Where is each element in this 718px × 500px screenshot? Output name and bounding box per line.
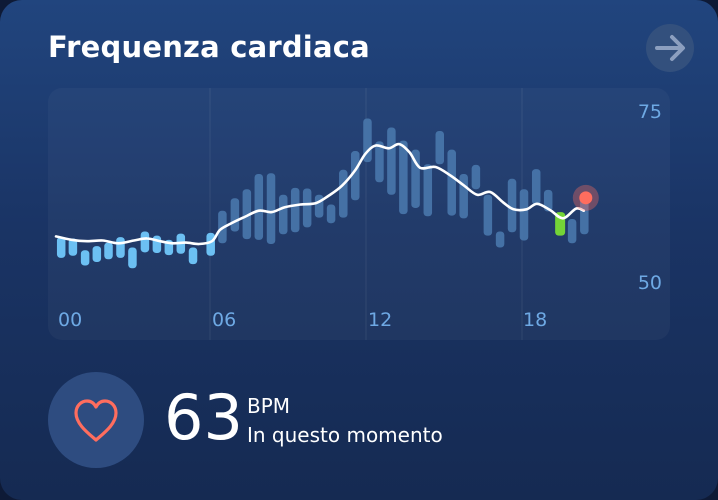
chart-bar (140, 231, 150, 253)
chart-bar (531, 169, 541, 205)
chart-bar (128, 247, 137, 269)
x-tick-label: 12 (368, 309, 392, 331)
card-title: Frequenza cardiaca (48, 30, 370, 64)
chart-bar (423, 164, 433, 217)
chart-bar (278, 194, 288, 235)
chart-bar (116, 237, 125, 258)
chart-bar (363, 118, 372, 163)
bpm-value: 63 (164, 381, 243, 454)
chart-bar (80, 250, 90, 266)
chart-bar (351, 151, 360, 201)
chart-bar (68, 238, 78, 256)
chart-bar (459, 173, 468, 219)
chart-bar (399, 140, 408, 215)
chart-bar (519, 189, 529, 241)
chart-bar (567, 219, 577, 244)
open-details-button[interactable] (646, 24, 694, 72)
heart-rate-chart: 00 06 12 18 75 50 (48, 88, 670, 340)
heart-icon (74, 399, 118, 442)
chart-bar (447, 149, 456, 216)
chart-bar (230, 198, 240, 232)
chart-bar (580, 196, 589, 235)
chart-bar (471, 164, 481, 190)
chart-bar (375, 141, 384, 183)
x-tick-label: 06 (212, 309, 236, 331)
chart-bar (188, 247, 198, 265)
chart-bar (104, 242, 113, 260)
chart-bar (290, 187, 300, 233)
bpm-caption: In questo momento (247, 423, 443, 447)
heart-button[interactable] (48, 372, 144, 468)
chart-bar (254, 173, 264, 240)
chart-bar (92, 246, 102, 263)
trend-line (54, 142, 586, 246)
current-point (579, 191, 593, 205)
y-tick-label: 50 (638, 272, 662, 294)
chart-bar (206, 232, 215, 256)
chart-bar (435, 130, 445, 165)
y-tick-label: 75 (638, 101, 662, 123)
chart-bar (483, 194, 493, 236)
chart-bar (56, 237, 66, 258)
chart-bar (326, 204, 336, 224)
chart-bar (266, 173, 276, 245)
heart-rate-chart-svg: 00 06 12 18 75 50 (54, 88, 662, 340)
chart-bar (339, 169, 348, 218)
x-tick-label: 00 (58, 309, 82, 331)
arrow-right-icon (655, 35, 685, 61)
chart-bar (314, 194, 324, 218)
chart-bar (302, 188, 312, 228)
chart-bar (495, 231, 505, 248)
chart-bar (507, 178, 517, 233)
bpm-unit: BPM (247, 394, 291, 418)
chart-bar (152, 235, 162, 254)
chart-bar (543, 189, 553, 212)
chart-bar (242, 189, 252, 240)
chart-bar (387, 127, 396, 195)
x-tick-label: 18 (523, 309, 547, 331)
